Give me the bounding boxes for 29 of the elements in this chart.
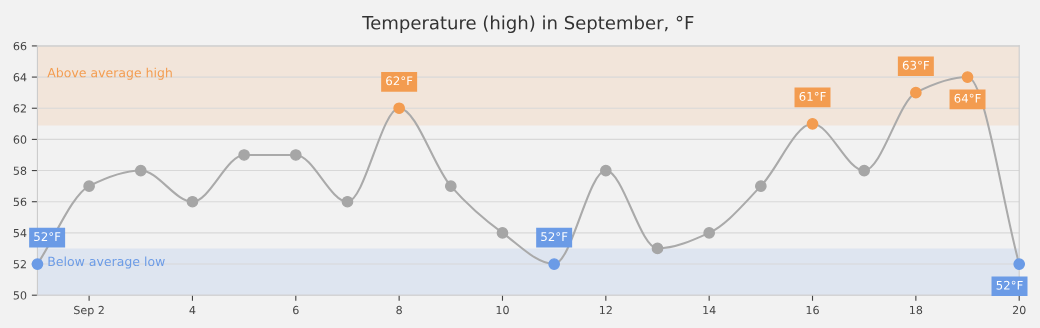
y-tick-label: 56	[13, 197, 27, 207]
band-label: Below average low	[48, 256, 165, 269]
y-tick-label: 62	[13, 104, 26, 113]
x-tick-label: 16	[806, 305, 819, 315]
data-label: 63°F	[902, 60, 930, 70]
x-tick-label: Sep 2	[74, 305, 104, 317]
band-label: Above average high	[47, 67, 172, 80]
y-tick-label: 58	[13, 166, 27, 175]
x-tick-label: 12	[599, 305, 612, 315]
x-tick-label: 8	[396, 305, 402, 315]
x-tick-label: 20	[1012, 305, 1026, 315]
y-tick-label: 50	[13, 291, 27, 300]
y-tick-label: 60	[13, 135, 27, 144]
x-tick-label: 6	[293, 305, 299, 315]
data-label: 52°F	[996, 280, 1023, 290]
data-label: 61°F	[799, 91, 826, 101]
data-label: 52°F	[541, 232, 568, 242]
data-label: 64°F	[954, 93, 981, 103]
x-tick-label: 10	[496, 305, 509, 315]
data-label: 62°F	[386, 76, 413, 86]
x-tick-label: 14	[703, 305, 716, 315]
x-tick-label: 18	[910, 305, 923, 315]
x-tick-label: 4	[189, 305, 196, 315]
data-label: 52°F	[34, 232, 61, 242]
y-tick-label: 54	[13, 229, 27, 238]
y-tick-label: 64	[13, 73, 27, 82]
chart-title: Temperature (high) in September, °F	[362, 15, 694, 34]
y-tick-label: 52	[13, 260, 26, 269]
y-tick-label: 66	[13, 41, 27, 51]
